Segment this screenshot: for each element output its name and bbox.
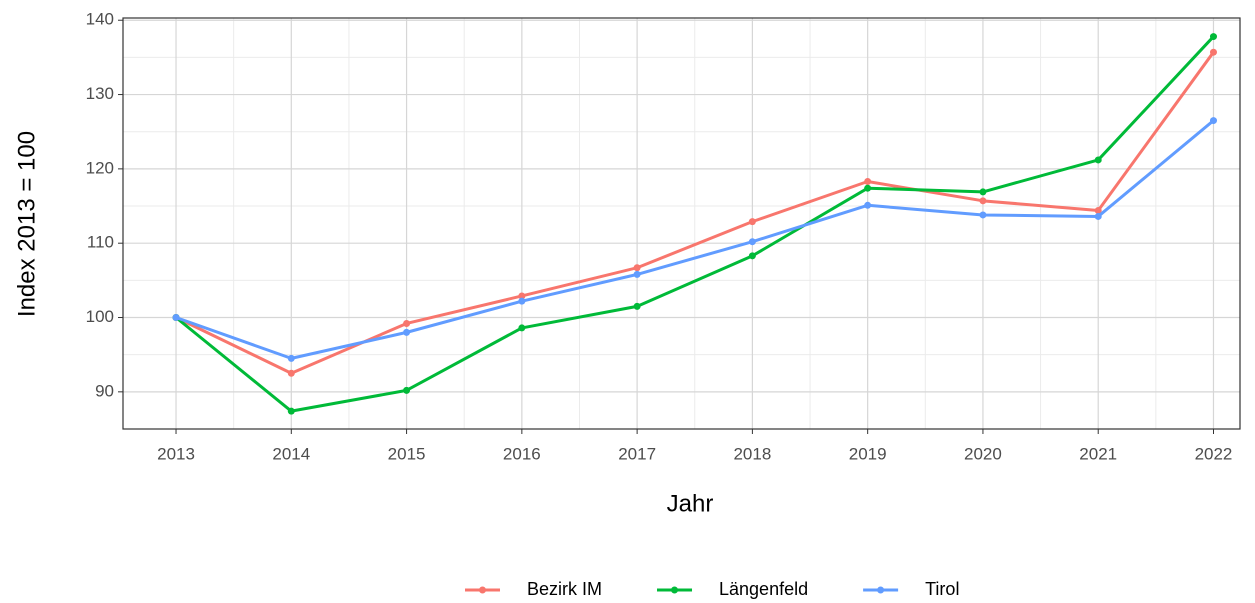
data-point [403,319,411,327]
data-point [287,354,295,362]
data-point [979,197,987,205]
data-point [979,211,987,219]
data-point [403,328,411,336]
x-tick-label: 2015 [388,444,426,463]
series-line [175,51,1215,375]
data-point [518,292,526,300]
data-point [748,218,756,226]
y-tick-label: 110 [87,233,114,252]
legend-key-point [877,586,885,594]
data-point [1094,212,1102,220]
x-tick-label: 2020 [964,444,1002,463]
data-point [1209,33,1217,41]
legend-key-point [479,586,486,594]
data-point [518,324,526,332]
y-tick-label: 140 [86,10,114,29]
x-tick-label: 2018 [733,444,771,463]
data-point [287,369,295,377]
y-tick-label: 130 [86,84,114,103]
data-point [1209,48,1217,56]
y-axis-title: Index 2013 = 100 [13,131,40,317]
x-tick-label: 2016 [503,444,541,463]
x-tick-label: 2019 [849,444,887,463]
data-point [748,252,756,260]
data-point [1094,156,1102,164]
data-point [864,201,872,209]
legend-key-point [671,586,679,594]
data-point [1209,117,1217,125]
data-point [633,302,641,310]
y-tick-label: 100 [86,307,114,326]
data-point [403,386,411,394]
data-point [864,178,872,186]
plot-border [122,17,1241,430]
x-tick-label: 2017 [618,444,656,463]
x-tick-label: 2022 [1195,444,1233,463]
series-line [175,119,1215,360]
x-tick-label: 2014 [272,444,310,463]
y-tick-label: 120 [86,158,114,177]
legend: Bezirk IM Längenfeld Tirol [465,579,959,599]
legend-label: Bezirk IM [527,579,602,599]
x-tick-label: 2013 [157,444,195,463]
data-point [172,314,180,322]
x-tick-label: 2021 [1079,444,1117,463]
legend-label: Tirol [925,579,959,599]
data-point [633,264,641,272]
series-line [175,35,1215,413]
data-point [1094,206,1102,214]
data-point [518,297,526,305]
x-axis-title: Jahr [667,490,714,517]
data-point [864,184,872,192]
data-point [979,188,987,196]
y-tick-label: 90 [95,381,114,400]
data-point [287,407,295,415]
legend-label: Längenfeld [719,579,808,599]
data-point [633,270,641,278]
data-point [748,238,756,246]
